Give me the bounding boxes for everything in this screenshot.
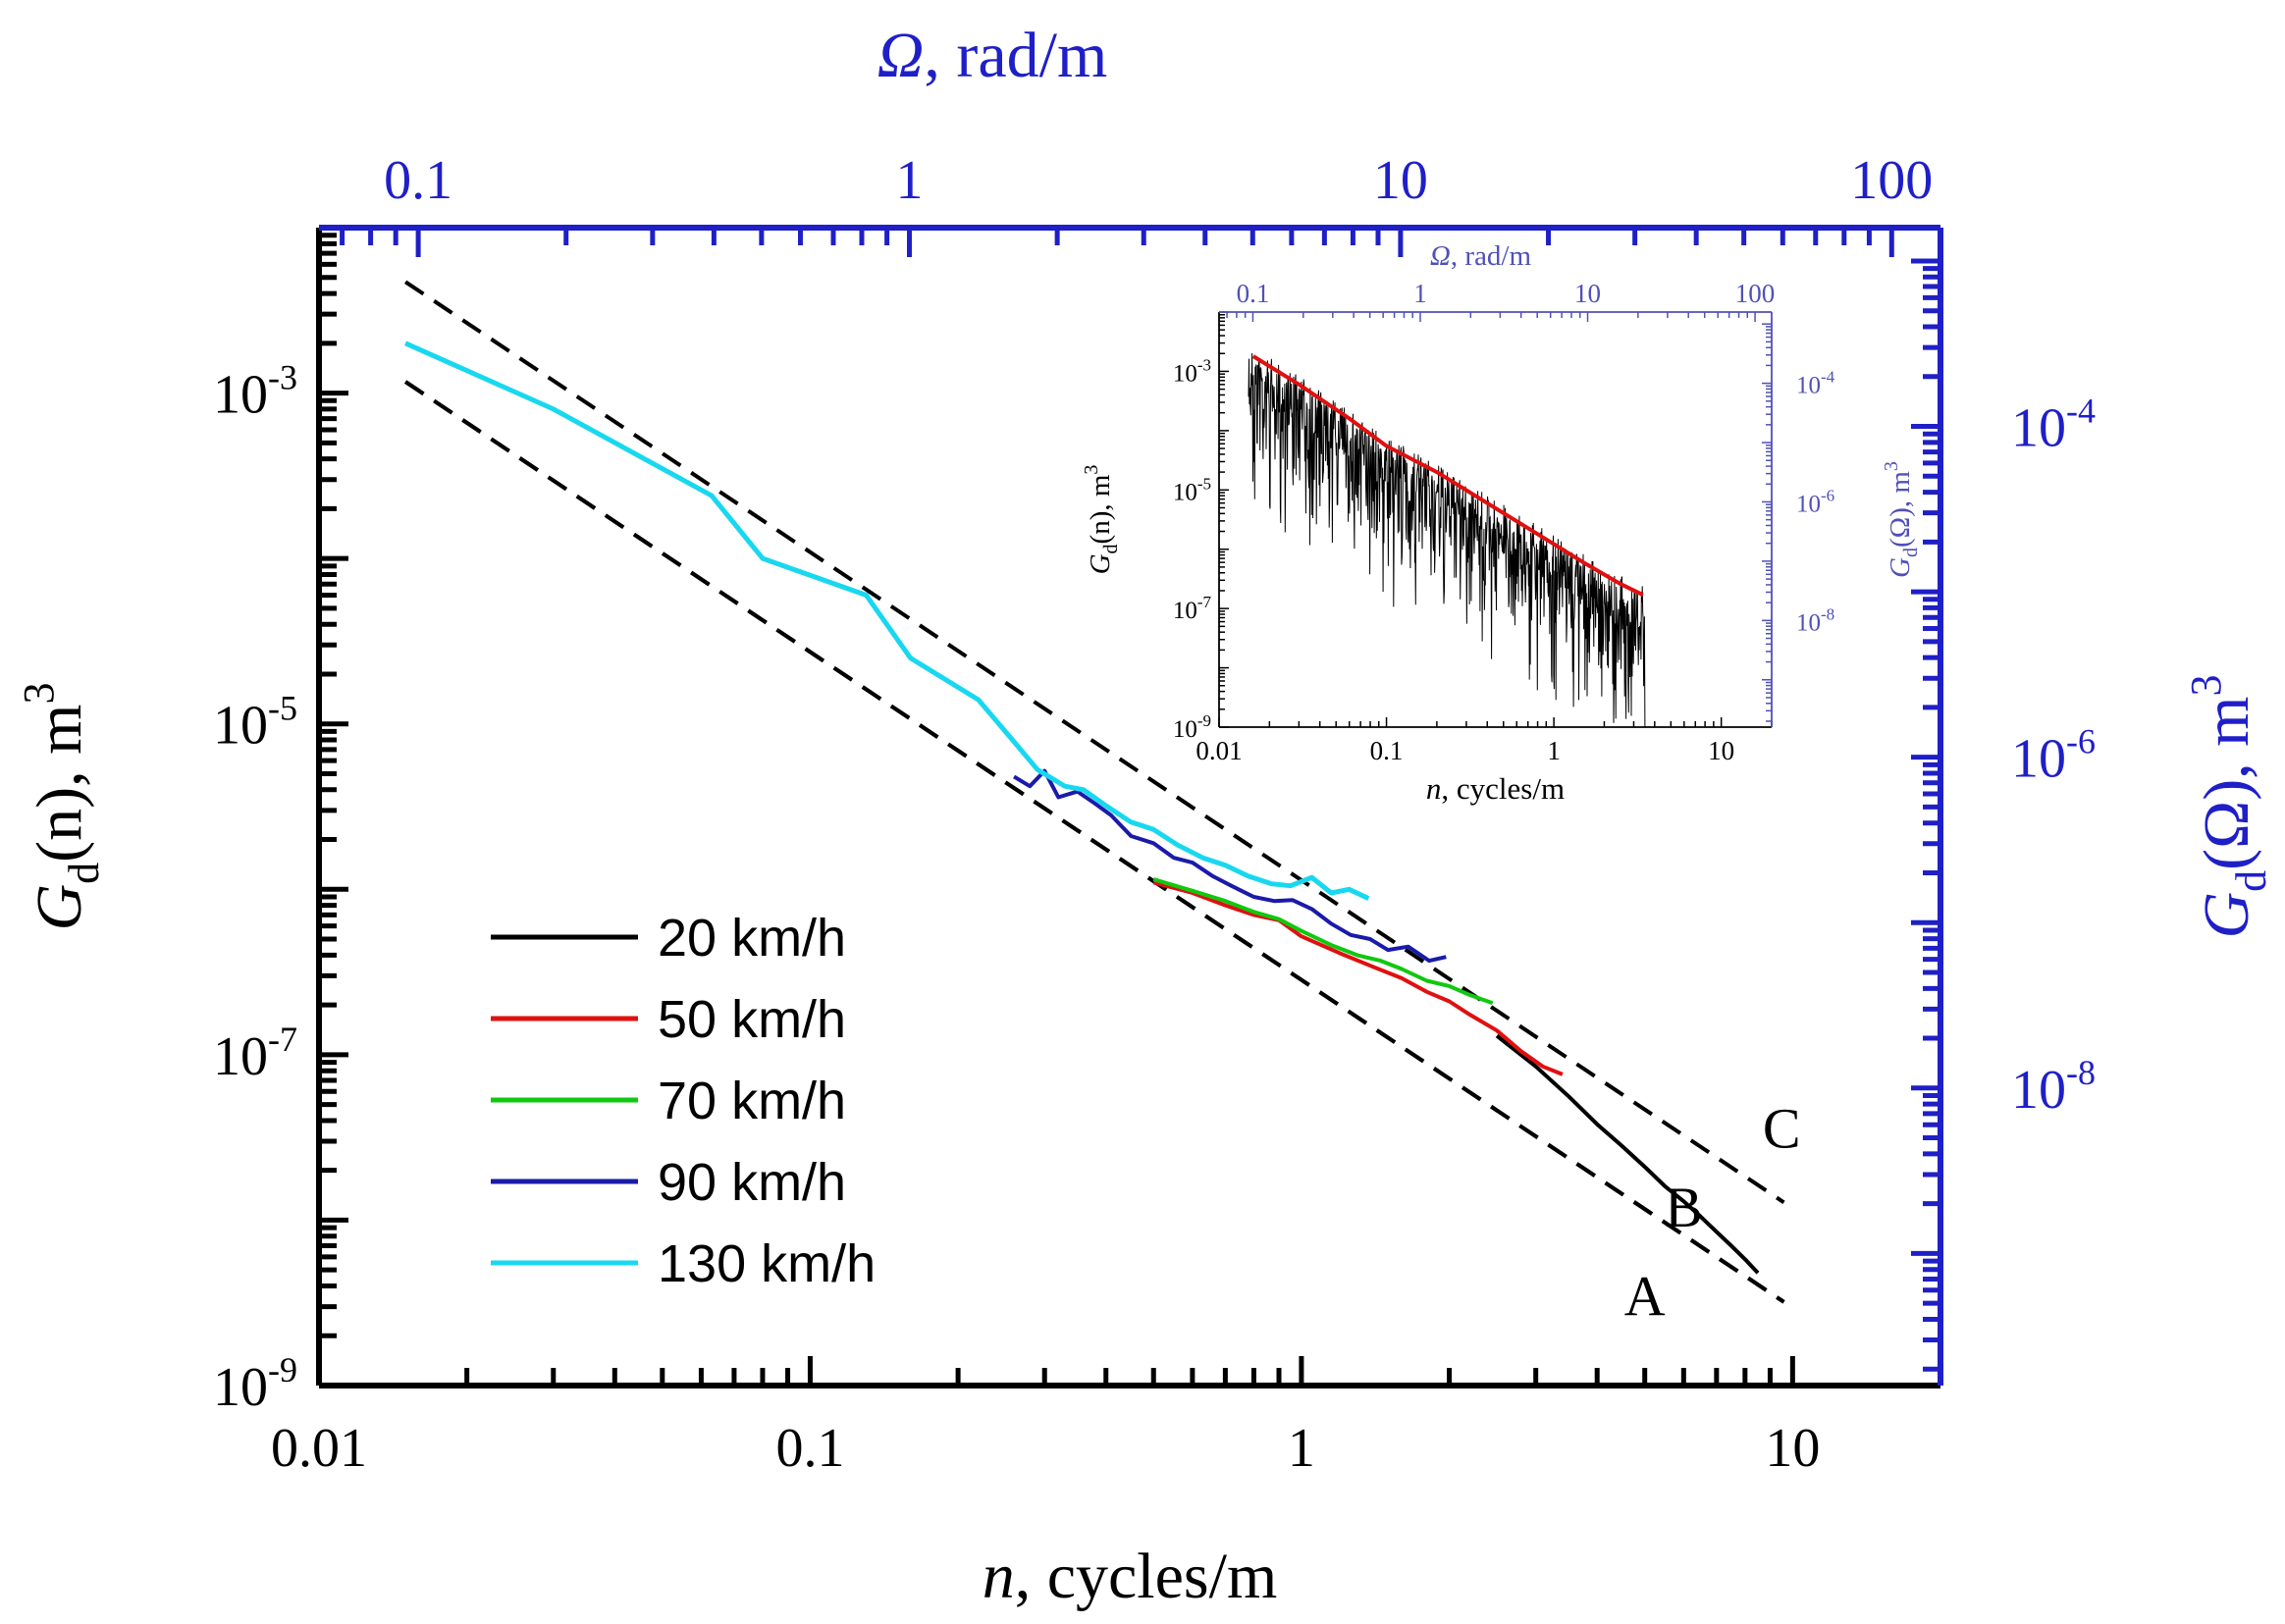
right-tick-label: 10-8: [2011, 1053, 2096, 1121]
right-axis-title: Gd(Ω), m3: [2182, 674, 2275, 938]
top-tick-label: 1: [895, 150, 923, 211]
inset-raw-series: [1248, 352, 1646, 727]
top-tick-label: 0.1: [384, 150, 452, 211]
legend-label: 20 km/h: [658, 909, 846, 968]
left-axis-title: Gd(n), m3: [15, 683, 108, 931]
series-line-20-km-h: [1495, 1034, 1760, 1275]
inset-bottom-tick-label: 0.01: [1196, 736, 1242, 765]
reference-line-B: [404, 380, 1785, 1304]
inset-left-tick-label: 10-7: [1173, 593, 1212, 624]
reference-line-C: [404, 280, 1785, 1205]
legend-label: 50 km/h: [658, 990, 846, 1049]
inset-bottom-tick-label: 0.1: [1370, 736, 1404, 765]
left-tick-label: 10-9: [213, 1350, 297, 1418]
bottom-tick-label: 1: [1288, 1418, 1315, 1479]
inset-right-tick-label: 10-8: [1796, 604, 1834, 636]
inset-right-tick-label: 10-6: [1796, 486, 1834, 517]
legend-label: 90 km/h: [658, 1153, 846, 1212]
left-tick-label: 10-7: [213, 1020, 297, 1087]
inset-plot: 0.01 0.1 1 10 0.1 1 10 100 10-9 10-7 10-5 10-3 10-8 1…: [1081, 240, 1922, 806]
series-line-130-km-h: [404, 341, 1370, 901]
inset-bottom-axis-title: n, cycles/m: [1426, 771, 1565, 806]
inset-right-axis-title: Gd(Ω), m3: [1881, 461, 1922, 578]
top-tick-label: 100: [1850, 150, 1933, 211]
inset-background: [1219, 312, 1772, 727]
inset-bottom-tick-label: 1: [1547, 736, 1561, 765]
legend: 20 km/h 50 km/h 70 km/h 90 km/h 130 km/h: [491, 909, 876, 1293]
bottom-tick-label: 0.01: [271, 1418, 367, 1479]
legend-label: 70 km/h: [658, 1072, 846, 1130]
bottom-axis-title: n, cycles/m: [983, 1541, 1278, 1612]
inset-left-tick-label: 10-9: [1173, 711, 1211, 743]
bottom-tick-label: 0.1: [775, 1418, 844, 1479]
left-tick-label: 10-5: [213, 689, 297, 757]
series-line-50-km-h: [1152, 880, 1564, 1076]
inset-top-axis-title: Ω, rad/m: [1430, 240, 1532, 272]
annotation-C: C: [1763, 1097, 1801, 1161]
inset-bottom-tick-label: 10: [1708, 736, 1734, 765]
series-line-90-km-h: [1013, 768, 1447, 964]
inset-fit-series: [1251, 354, 1644, 597]
left-tick-label: 10-3: [213, 358, 297, 426]
inset-plot-area: [1248, 352, 1646, 727]
annotation-A: A: [1624, 1264, 1666, 1328]
top-axis-title: Ω, rad/m: [877, 20, 1108, 91]
inset-left-tick-label: 10-3: [1173, 355, 1211, 387]
right-tick-label: 10-6: [2011, 722, 2096, 790]
inset-top-tick-label: 0.1: [1237, 279, 1270, 308]
inset-top-tick-label: 1: [1413, 279, 1427, 308]
series-line-70-km-h: [1152, 877, 1494, 1006]
inset-right-tick-label: 10-4: [1796, 368, 1835, 399]
top-tick-label: 10: [1373, 150, 1428, 211]
inset-left-axis-title: Gd(n), m3: [1081, 465, 1122, 575]
right-tick-label: 10-4: [2011, 392, 2096, 459]
inset-top-tick-label: 100: [1735, 279, 1776, 308]
inset-top-tick-label: 10: [1574, 279, 1601, 308]
main-plot: 0.01 0.1 1 10 0.1 1 10 100 10-9 10-7 10-5 10-3 10-8 1…: [15, 20, 2275, 1612]
plot-area: [404, 280, 1785, 1304]
inset-left-tick-label: 10-5: [1173, 474, 1211, 505]
bottom-tick-label: 10: [1765, 1418, 1820, 1479]
annotation-B: B: [1665, 1176, 1703, 1239]
legend-label: 130 km/h: [658, 1234, 876, 1293]
